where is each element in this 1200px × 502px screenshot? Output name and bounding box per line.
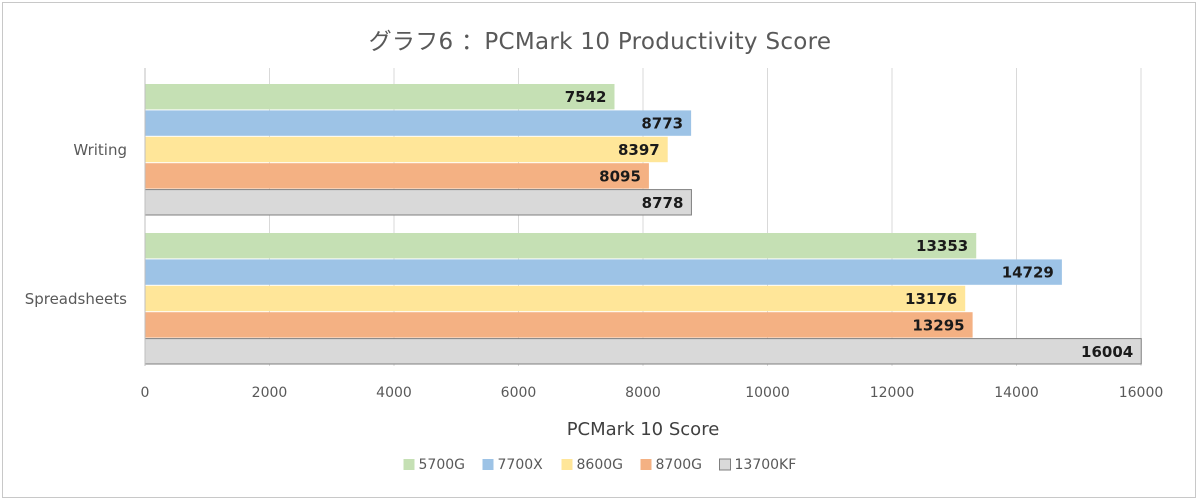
bar: [145, 259, 1062, 285]
legend-swatch: [719, 458, 731, 471]
data-label: 8397: [618, 141, 660, 159]
x-axis-label: PCMark 10 Score: [567, 419, 720, 440]
x-tick-label: 12000: [870, 385, 915, 401]
legend-swatch: [561, 459, 573, 470]
data-label: 13295: [912, 316, 964, 334]
chart-title: グラフ6 ：PCMark 10 Productivity Score: [368, 29, 832, 55]
data-label: 8778: [642, 194, 684, 212]
x-tick-label: 14000: [994, 385, 1039, 401]
data-label: 13353: [916, 237, 968, 255]
data-label: 14729: [1002, 264, 1054, 282]
bar: [145, 84, 615, 110]
x-tick-label: 6000: [501, 385, 537, 401]
legend-label: 8700G: [656, 457, 702, 473]
legend-label: 5700G: [419, 457, 465, 473]
data-label: 8095: [599, 167, 641, 185]
data-label: 8773: [641, 115, 683, 133]
data-label: 16004: [1081, 343, 1133, 361]
x-tick-label: 0: [141, 385, 150, 401]
category-label: Spreadsheets: [25, 290, 127, 308]
legend-label: 13700KF: [735, 457, 797, 473]
legend-swatch: [482, 459, 494, 470]
bar: [145, 110, 692, 136]
bar: [145, 312, 973, 338]
bar: [145, 163, 649, 189]
legend-label: 8600G: [577, 457, 623, 473]
x-tick-label: 16000: [1119, 385, 1164, 401]
bar: [145, 233, 977, 259]
bar: [145, 136, 668, 163]
bar: [144, 338, 1142, 365]
bar: [144, 189, 692, 216]
category-label: Writing: [73, 141, 127, 159]
legend-label: 7700X: [498, 457, 544, 473]
x-tick-label: 2000: [252, 385, 288, 401]
data-label: 13176: [905, 290, 957, 308]
x-tick-label: 10000: [745, 385, 790, 401]
x-tick-label: 8000: [625, 385, 661, 401]
x-tick-label: 4000: [376, 385, 412, 401]
data-label: 7542: [565, 88, 607, 106]
legend-swatch: [640, 459, 652, 470]
legend-swatch: [403, 459, 415, 470]
bar: [145, 285, 966, 312]
